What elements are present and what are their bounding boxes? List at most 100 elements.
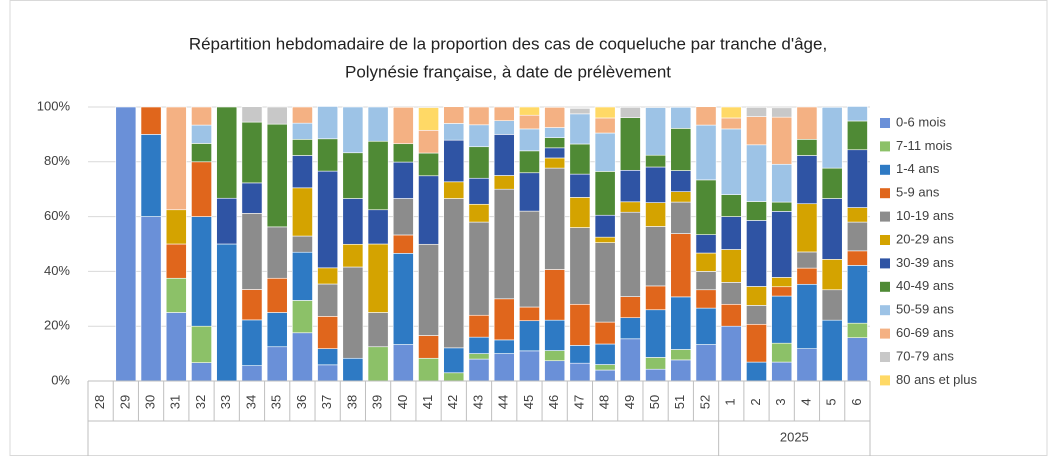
bar-segment	[594, 369, 616, 382]
bar-segment	[544, 147, 566, 159]
bar-segment	[771, 286, 793, 297]
bar-segment	[191, 362, 212, 382]
bar-segment	[418, 243, 439, 336]
bar-segment	[771, 107, 793, 118]
y-tick-label: 60%	[44, 208, 70, 223]
bar-segment	[266, 106, 288, 125]
bar-segment	[720, 106, 742, 119]
bar-segment	[468, 336, 490, 354]
bar-segment	[670, 349, 692, 361]
x-tick-label: 43	[470, 395, 485, 409]
x-tick-label: 35	[269, 395, 284, 409]
bar-segment	[418, 335, 439, 359]
bar-segment	[846, 221, 868, 252]
legend-swatch	[880, 164, 890, 175]
bar-segment	[670, 233, 692, 298]
legend-swatch	[880, 305, 890, 316]
bar-segment	[493, 353, 515, 382]
bar-segment	[165, 277, 187, 313]
bar-segment	[443, 123, 465, 141]
bar-segment	[241, 319, 263, 366]
y-tick-label: 20%	[44, 318, 70, 333]
y-tick-label: 40%	[44, 263, 70, 278]
x-tick-label: 2	[748, 398, 763, 405]
bar-segment	[317, 348, 339, 366]
bar-segment	[140, 106, 162, 135]
bar-segment	[695, 252, 717, 272]
bar-segment	[367, 312, 389, 348]
bar-segment	[594, 117, 616, 134]
bar-segment	[418, 107, 439, 131]
bar-segment	[746, 323, 767, 363]
bar-segment	[317, 267, 339, 285]
bar-segment	[695, 289, 717, 309]
bar-segment	[619, 338, 641, 382]
bar-segment	[443, 106, 465, 124]
bar-segment	[645, 166, 666, 203]
bar-segment	[594, 132, 616, 172]
bar-segment	[292, 187, 313, 237]
x-tick-label: 37	[319, 395, 334, 409]
bar-segment	[846, 120, 868, 151]
bar-segment	[796, 348, 818, 382]
bar-segment	[619, 106, 641, 118]
bar-segment	[594, 236, 616, 243]
x-tick-label: 28	[92, 395, 107, 409]
bar-segment	[342, 106, 364, 154]
legend-label: 7-11 mois	[896, 138, 953, 153]
bar-segment	[619, 317, 641, 340]
bar-segment	[645, 357, 666, 370]
bar-segment	[544, 269, 566, 321]
bar-segment	[468, 124, 490, 148]
legend-swatch	[880, 141, 890, 152]
legend-label: 40-49 ans	[896, 278, 954, 293]
bar-segment	[292, 332, 313, 382]
bar-segment	[720, 325, 742, 382]
bar-segment	[619, 169, 641, 203]
bar-segment	[392, 143, 414, 163]
bar-segment	[594, 321, 616, 345]
bar-segment	[720, 303, 742, 327]
bar-segment	[191, 143, 212, 163]
bar-segment	[191, 216, 212, 327]
bar-segment	[443, 372, 465, 382]
bar-segment	[846, 149, 868, 208]
bar-segment	[443, 181, 465, 199]
y-tick-label: 80%	[44, 153, 70, 168]
bar-segment	[292, 139, 313, 156]
bar-segment	[191, 106, 212, 126]
bar-segment	[619, 296, 641, 319]
bar-segment	[569, 227, 591, 305]
x-tick-label: 44	[496, 395, 511, 409]
legend-label: 1-4 ans	[896, 161, 940, 176]
bar-segment	[241, 106, 263, 123]
bar-segment	[418, 129, 439, 154]
bar-segment	[519, 306, 540, 322]
bar-segment	[317, 106, 339, 140]
bar-segment	[746, 144, 767, 202]
x-tick-label: 29	[117, 395, 132, 409]
legend-swatch	[880, 118, 890, 128]
bar-segment	[771, 116, 793, 165]
legend-swatch	[880, 211, 890, 222]
bar-segment	[544, 319, 566, 351]
y-tick-label: 0%	[51, 372, 70, 387]
bar-segment	[645, 368, 666, 382]
bar-segment	[695, 307, 717, 345]
bar-segment	[418, 152, 439, 177]
bar-segment	[670, 359, 692, 382]
bar-segment	[292, 106, 313, 124]
bar-segment	[670, 201, 692, 234]
bar-segment	[645, 226, 666, 287]
bar-segment	[746, 361, 767, 382]
x-tick-label: 1	[723, 398, 738, 405]
bar-segment	[670, 106, 692, 129]
bar-segment	[165, 312, 187, 382]
bar-segment	[796, 267, 818, 285]
bar-segment	[216, 243, 238, 382]
bar-segment	[544, 106, 566, 128]
x-tick-label: 34	[243, 395, 258, 409]
bar-segment	[720, 282, 742, 305]
bar-segment	[771, 361, 793, 382]
